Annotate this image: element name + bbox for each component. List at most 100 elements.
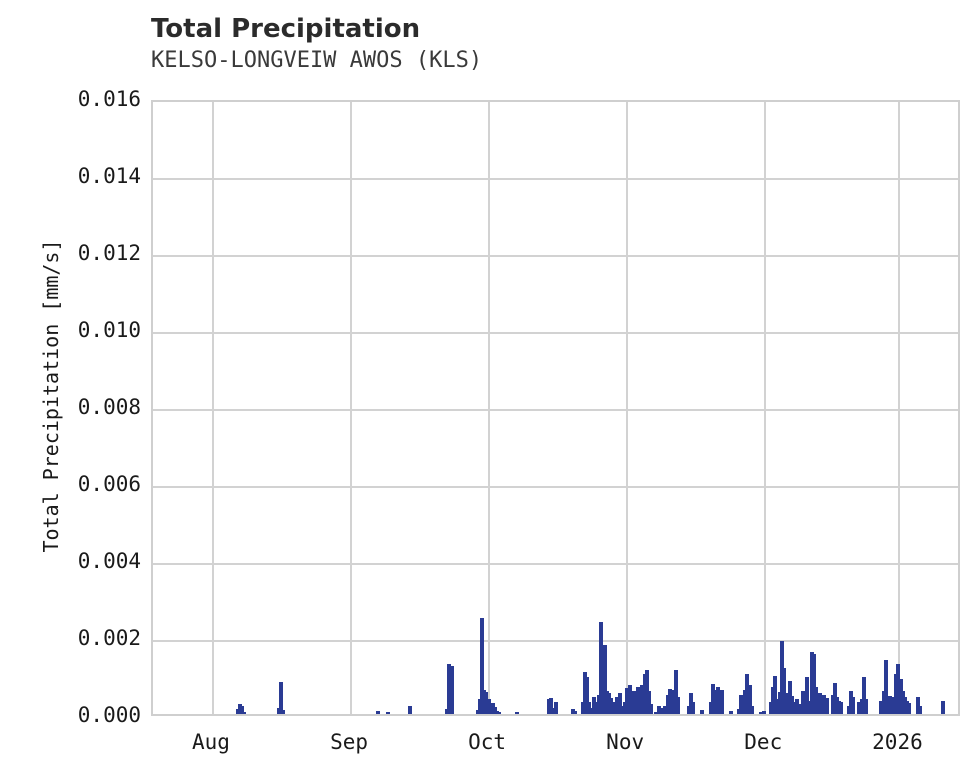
bar	[801, 690, 806, 714]
bar	[917, 706, 922, 714]
bar	[486, 698, 491, 714]
bar	[239, 706, 244, 714]
bar	[619, 706, 624, 714]
bar	[488, 706, 493, 714]
x-axis-ticks: Aug Sep Oct Nov Dec 2026	[151, 730, 960, 770]
gridline-horizontal	[153, 255, 958, 257]
bar	[736, 709, 741, 714]
bar	[408, 706, 413, 714]
bar	[861, 677, 866, 714]
bar	[605, 690, 610, 714]
bar	[585, 677, 590, 714]
bar	[590, 708, 595, 714]
gridline-vertical	[350, 102, 353, 714]
gridline-horizontal	[153, 563, 958, 565]
bar	[839, 702, 844, 714]
gridline-vertical	[211, 102, 214, 714]
bar	[820, 700, 825, 714]
bar	[587, 702, 592, 714]
bar	[739, 694, 744, 714]
bar	[627, 685, 632, 714]
y-tick-label: 0.016	[77, 87, 141, 111]
bar	[773, 675, 778, 714]
bar	[237, 704, 242, 714]
bar	[915, 696, 920, 714]
bar	[881, 690, 886, 714]
bar	[822, 694, 827, 714]
bar	[781, 667, 786, 714]
bar	[777, 691, 782, 714]
bar	[824, 697, 829, 714]
y-tick-label: 0.000	[77, 703, 141, 727]
bar	[811, 654, 816, 714]
bar	[851, 696, 856, 714]
y-tick-label: 0.006	[77, 472, 141, 496]
bar	[771, 687, 776, 714]
bar	[447, 663, 452, 714]
bar	[794, 698, 799, 714]
bar	[494, 710, 499, 714]
bar	[816, 696, 821, 714]
y-tick-label: 0.014	[77, 164, 141, 188]
bar-series	[153, 102, 958, 714]
gridline-horizontal	[153, 178, 958, 180]
bar	[813, 687, 818, 714]
bar	[779, 640, 784, 714]
bar	[480, 617, 485, 714]
title-block: Total Precipitation KELSO-LONGVEIW AWOS …	[151, 14, 911, 75]
bar	[747, 685, 752, 714]
y-tick-label: 0.010	[77, 318, 141, 342]
bar	[598, 622, 603, 714]
bar	[900, 690, 905, 714]
bar	[665, 694, 670, 714]
bar	[625, 687, 630, 714]
bar	[478, 698, 483, 714]
bar	[769, 702, 774, 714]
x-tick-label: Nov	[606, 730, 645, 754]
bar	[904, 700, 909, 714]
bar	[896, 663, 901, 714]
bar	[572, 710, 577, 714]
bar	[719, 690, 724, 714]
bar	[615, 696, 620, 714]
gridline-vertical	[898, 102, 901, 714]
bar	[449, 665, 454, 714]
gridline-horizontal	[153, 640, 958, 642]
bar	[633, 697, 638, 714]
bar	[656, 706, 661, 714]
bar	[279, 682, 284, 714]
y-tick-label: 0.008	[77, 395, 141, 419]
bar	[807, 700, 812, 714]
bar	[607, 692, 612, 714]
bar	[713, 690, 718, 714]
bar	[894, 673, 899, 714]
page-title: Total Precipitation	[151, 14, 421, 44]
bar	[846, 706, 851, 714]
bar	[617, 692, 622, 714]
gridline-vertical	[764, 102, 767, 714]
bar	[663, 705, 668, 714]
bar	[907, 703, 911, 714]
bar	[686, 706, 691, 714]
bar	[832, 683, 837, 714]
bar	[235, 709, 240, 714]
bar	[717, 696, 722, 714]
bar	[671, 690, 676, 714]
bar	[805, 677, 810, 714]
bar	[648, 704, 653, 714]
bar	[889, 696, 894, 714]
bar	[830, 694, 835, 714]
bar	[385, 712, 390, 714]
bar	[749, 705, 754, 714]
bar	[784, 692, 789, 714]
bar	[711, 683, 716, 714]
bar	[445, 709, 450, 714]
bar	[883, 660, 888, 714]
bar	[898, 679, 903, 714]
bar	[792, 702, 797, 714]
bar	[592, 696, 597, 714]
bar	[818, 692, 823, 714]
bar	[728, 710, 733, 714]
bar	[635, 687, 640, 714]
bar	[631, 690, 636, 714]
